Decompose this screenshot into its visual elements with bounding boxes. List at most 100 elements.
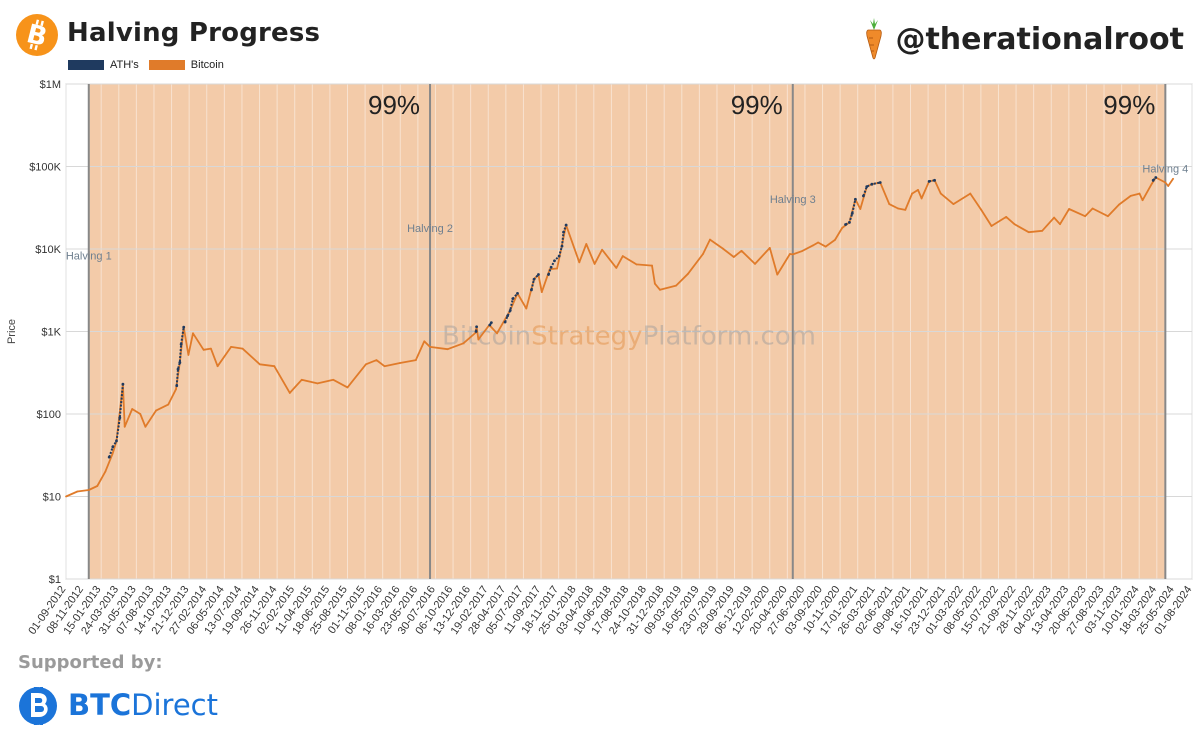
bitcoin-point: [635, 263, 638, 266]
y-tick-label: $10: [43, 492, 61, 504]
ath-segment: [845, 199, 857, 226]
bitcoin-point: [817, 241, 820, 244]
bitcoin-point: [768, 247, 771, 249]
bitcoin-point: [1141, 199, 1144, 202]
legend-item-ath[interactable]: ATH's: [68, 59, 139, 71]
ath-segment: [175, 326, 185, 386]
bitcoin-point: [841, 227, 844, 229]
halving-label: Halving 3: [770, 194, 816, 206]
halving-chart: BitcoinStrategyPlatform.com Halving 1Hal…: [6, 79, 1194, 637]
bitcoin-logo-icon: B: [16, 14, 58, 56]
ath-point: [474, 330, 478, 333]
ath-point: [870, 182, 874, 186]
bitcoin-point: [187, 354, 190, 356]
bitcoin-point: [1027, 231, 1030, 234]
bitcoin-point: [904, 208, 907, 211]
bitcoin-point: [1129, 195, 1132, 197]
bitcoin-point: [702, 253, 704, 255]
ath-point: [549, 265, 553, 269]
watermark-part3: Platform.com: [643, 321, 816, 351]
bitcoin-point: [477, 338, 480, 341]
ath-point: [530, 288, 533, 292]
halving-label: Halving 1: [66, 250, 112, 262]
progress-label: 99%: [731, 90, 783, 120]
ath-point: [865, 185, 869, 189]
ath-point: [121, 382, 125, 386]
page-title: Halving Progress: [67, 18, 321, 48]
bitcoin-point: [687, 272, 689, 275]
bitcoin-point: [651, 264, 653, 267]
ath-point: [118, 416, 122, 420]
ath-point: [182, 325, 186, 329]
bitcoin-point: [65, 495, 67, 498]
bitcoin-point: [593, 262, 596, 265]
bitcoin-point: [316, 382, 319, 385]
ath-point: [489, 321, 493, 325]
bitcoin-point: [659, 288, 661, 291]
legend-swatch-ath: [68, 60, 104, 70]
chart-legend: ATH's Bitcoin: [68, 59, 224, 71]
bitcoin-point: [144, 425, 147, 428]
bitcoin-point: [911, 192, 913, 195]
legend-item-bitcoin[interactable]: Bitcoin: [148, 59, 224, 71]
y-tick-label: $10K: [35, 244, 61, 256]
y-tick-label: $1K: [41, 327, 61, 339]
bitcoin-point: [1167, 185, 1170, 187]
series-ath: [107, 176, 1158, 459]
ath-point: [115, 439, 118, 443]
ath-point: [848, 221, 851, 224]
bitcoin-point: [429, 346, 431, 348]
supported-by-label: Supported by:: [18, 652, 163, 673]
btcdirect-logo-icon: [19, 687, 57, 725]
brand-suffix: Direct: [131, 688, 219, 722]
bitcoin-point: [346, 386, 349, 389]
ath-point: [560, 244, 564, 248]
bitcoin-point: [859, 208, 862, 210]
bitcoin-point: [104, 470, 107, 473]
bitcoin-point: [1172, 177, 1175, 180]
carrot-icon: [866, 18, 883, 60]
ath-point: [933, 178, 936, 182]
bitcoin-point: [540, 291, 543, 294]
y-tick-label: $100: [37, 409, 61, 421]
bitcoin-point: [111, 452, 114, 455]
ath-point: [511, 297, 515, 301]
btcdirect-brand[interactable]: BTCDirect: [68, 688, 218, 722]
legend-label-ath: ATH's: [110, 59, 139, 71]
bitcoin-point: [556, 267, 558, 270]
bitcoin-point: [364, 363, 367, 366]
bitcoin-point: [525, 307, 528, 310]
bitcoin-line: [65, 176, 1174, 498]
ath-segment: [862, 181, 881, 197]
ath-point: [850, 212, 854, 215]
ath-point: [862, 194, 865, 198]
y-tick-label: $1M: [40, 79, 61, 91]
bitcoin-point: [1005, 215, 1008, 218]
bitcoin-point: [601, 248, 603, 251]
bitcoin-point: [952, 203, 955, 206]
bitcoin-point: [897, 207, 899, 210]
ath-point: [564, 223, 568, 227]
bitcoin-point: [1107, 215, 1109, 218]
ath-point: [844, 223, 847, 226]
ath-point: [488, 323, 492, 327]
bitcoin-point: [980, 208, 983, 211]
bitcoin-point: [209, 347, 212, 350]
bitcoin-point: [332, 378, 335, 381]
ath-point: [553, 259, 556, 263]
bitcoin-point: [1084, 215, 1087, 218]
bitcoin-point: [740, 249, 743, 252]
ath-point: [853, 197, 857, 201]
bitcoin-point: [834, 238, 836, 241]
bitcoin-point: [167, 403, 170, 406]
bitcoin-point: [258, 363, 261, 366]
halving-lines: [87, 84, 1167, 579]
author-handle: @therationalroot: [861, 18, 1184, 60]
bitcoin-point: [216, 365, 219, 368]
bitcoin-point: [230, 346, 232, 348]
ath-segment: [504, 292, 519, 323]
bitcoin-point: [1164, 181, 1167, 184]
grid-lines: [65, 83, 1193, 580]
ath-point: [179, 342, 183, 346]
bitcoin-point: [1138, 192, 1141, 195]
